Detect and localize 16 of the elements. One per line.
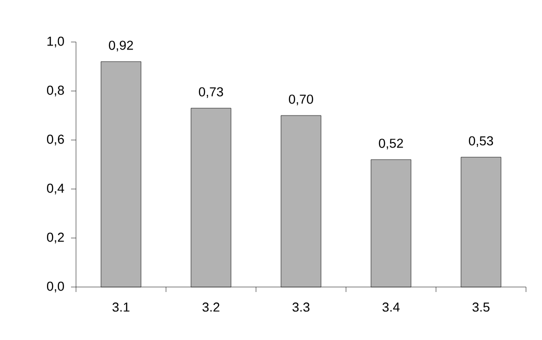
data-label: 0,52: [378, 138, 403, 150]
x-tick-label: 3.2: [202, 302, 220, 312]
x-tick-label: 3.5: [472, 302, 490, 312]
y-tick-label: 0,6: [46, 134, 64, 146]
y-tick-label: 0,2: [46, 232, 64, 244]
y-tick-label: 0,4: [46, 184, 64, 194]
data-label: 0,70: [288, 94, 314, 106]
x-tick-label: 3.1: [112, 302, 130, 312]
data-label: 0,92: [108, 40, 133, 52]
data-label: 0,73: [198, 87, 224, 98]
x-tick-label: 3.4: [382, 302, 400, 312]
y-tick-label: 0,0: [46, 282, 64, 292]
data-label: 0,53: [468, 136, 494, 147]
y-tick-label: 0,8: [46, 86, 64, 96]
x-tick-label: 3.3: [292, 302, 310, 312]
y-tick-label: 1,0: [47, 36, 64, 48]
